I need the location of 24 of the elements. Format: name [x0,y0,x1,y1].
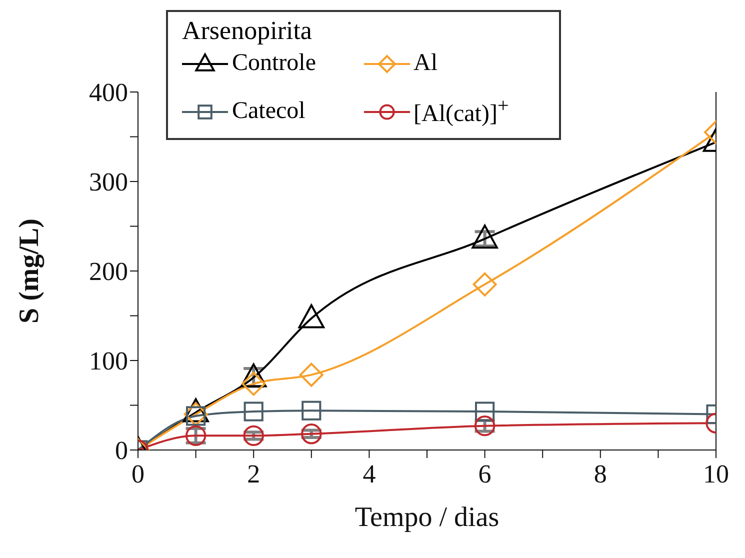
y-tick-label: 100 [89,346,128,376]
y-tick-label: 300 [89,168,128,197]
point [302,400,322,420]
x-axis-title: Tempo / dias [354,502,500,533]
legend-title: Arsenopirita [182,16,313,46]
point [243,425,264,446]
x-tick-label: 10 [703,459,729,488]
x-tick-label: 6 [478,459,492,488]
y-tick-label: 200 [89,257,128,286]
point [301,424,322,444]
legend-label: [Al(cat)]$^{+}$ [414,95,509,128]
y-tick-label: 0 [115,436,128,466]
point [299,362,324,387]
x-tick-label: 8 [594,459,607,488]
legend-label: Catecol [232,98,306,125]
y-tick-label: 400 [89,78,128,108]
point [244,402,264,422]
point [242,372,266,396]
y-axis-title: S (mg/L) [14,218,45,324]
point [298,304,324,328]
x-tick-label: 2 [247,459,260,488]
legend-label: Al [414,50,438,77]
legend-label: Controle [232,50,316,77]
x-tick-label: 4 [362,459,376,488]
